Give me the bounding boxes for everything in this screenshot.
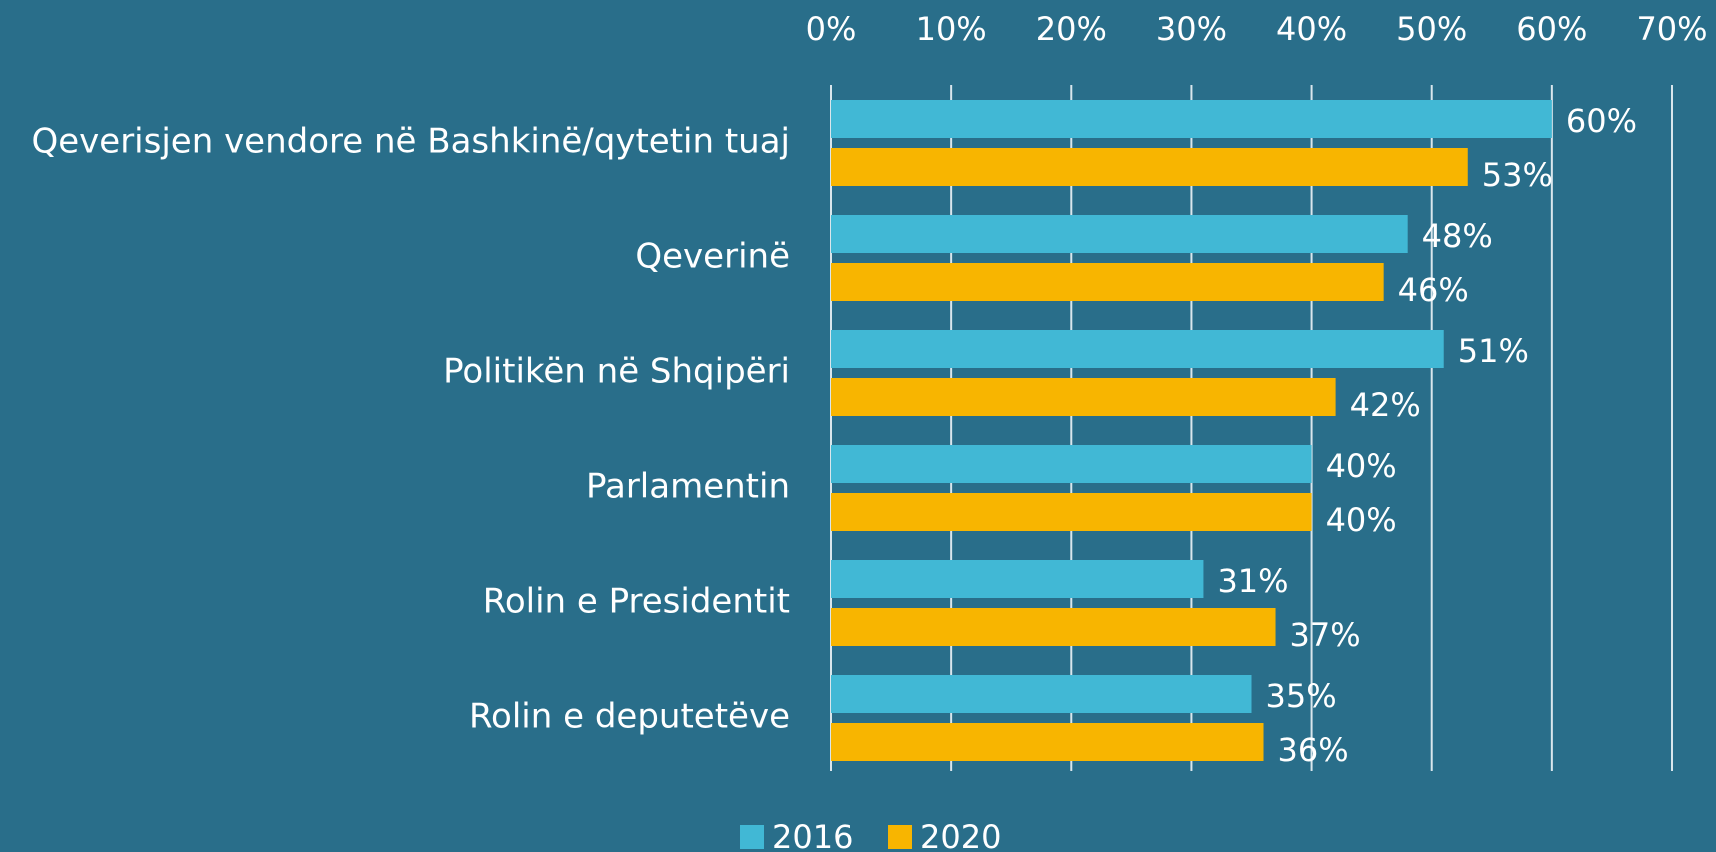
legend-swatch — [740, 825, 764, 849]
category-label: Qeverisjen vendore në Bashkinë/qytetin t… — [31, 122, 790, 162]
category-label: Politikën në Shqipëri — [443, 352, 790, 392]
bar — [831, 330, 1444, 368]
value-label: 37% — [1290, 616, 1361, 654]
x-tick-label: 10% — [916, 10, 987, 48]
legend-label: 2020 — [920, 818, 1001, 852]
x-tick-label: 30% — [1156, 10, 1227, 48]
legend-swatch — [888, 825, 912, 849]
category-label: Rolin e deputetëve — [469, 697, 790, 737]
bar — [831, 608, 1276, 646]
value-label: 60% — [1566, 102, 1637, 140]
value-label: 42% — [1350, 386, 1421, 424]
category-label: Parlamentin — [586, 467, 790, 507]
value-label: 53% — [1482, 156, 1553, 194]
bar — [831, 723, 1264, 761]
bar — [831, 445, 1312, 483]
bar — [831, 263, 1384, 301]
value-label: 36% — [1278, 731, 1349, 769]
x-tick-label: 0% — [806, 10, 857, 48]
category-label: Rolin e Presidentit — [483, 582, 790, 622]
bar — [831, 148, 1468, 186]
category-label: Qeverinë — [635, 237, 790, 277]
bar — [831, 215, 1408, 253]
bar — [831, 493, 1312, 531]
bar — [831, 560, 1204, 598]
bar — [831, 675, 1252, 713]
x-tick-label: 40% — [1276, 10, 1347, 48]
value-label: 48% — [1422, 217, 1493, 255]
x-tick-label: 20% — [1036, 10, 1107, 48]
x-tick-label: 50% — [1396, 10, 1467, 48]
bar — [831, 100, 1552, 138]
value-label: 40% — [1326, 447, 1397, 485]
x-tick-label: 60% — [1516, 10, 1587, 48]
bar — [831, 378, 1336, 416]
x-tick-label: 70% — [1636, 10, 1707, 48]
legend-label: 2016 — [772, 818, 853, 852]
value-label: 51% — [1458, 332, 1529, 370]
value-label: 46% — [1398, 271, 1469, 309]
value-label: 35% — [1266, 677, 1337, 715]
value-label: 40% — [1326, 501, 1397, 539]
value-label: 31% — [1217, 562, 1288, 600]
